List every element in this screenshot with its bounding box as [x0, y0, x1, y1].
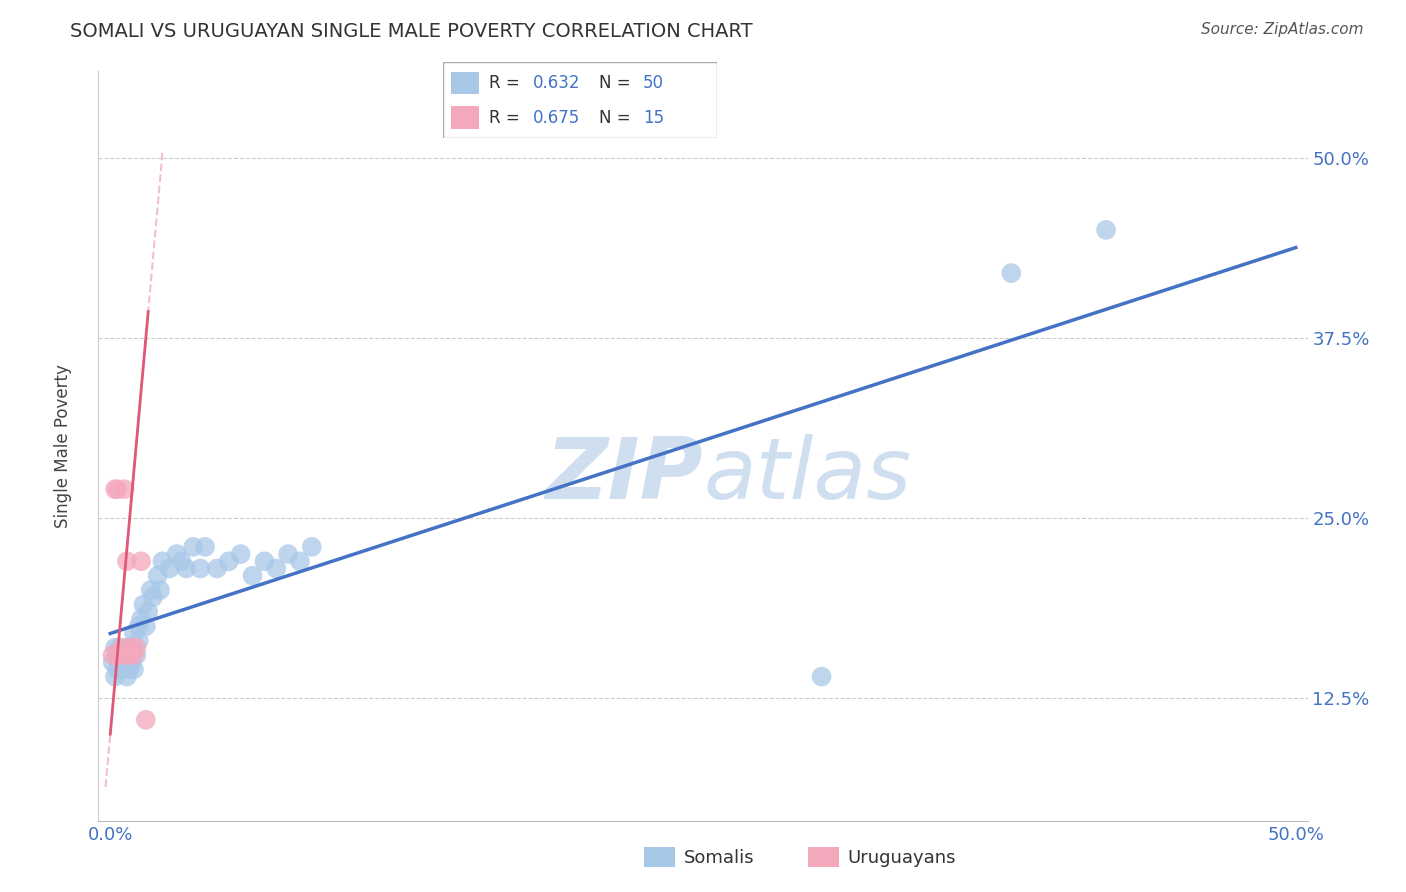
Point [114, 482, 136, 496]
Point [218, 554, 240, 568]
Point [146, 568, 169, 582]
Point [114, 648, 136, 662]
Point [114, 648, 136, 662]
Point [264, 561, 287, 575]
Text: R =: R = [489, 74, 526, 92]
Point [190, 561, 212, 575]
Text: N =: N = [599, 74, 636, 92]
FancyBboxPatch shape [443, 62, 717, 138]
Point [129, 554, 152, 568]
Point [128, 633, 150, 648]
Point [170, 554, 193, 568]
Text: Source: ZipAtlas.com: Source: ZipAtlas.com [1201, 22, 1364, 37]
Point [810, 669, 832, 683]
Text: Somalis: Somalis [683, 849, 754, 867]
Point [301, 540, 323, 554]
Point [253, 554, 276, 568]
Text: 0.632: 0.632 [533, 74, 581, 92]
Point [104, 669, 127, 683]
Point [121, 655, 143, 669]
Point [108, 640, 131, 655]
Text: atlas: atlas [703, 434, 911, 517]
Point [111, 662, 134, 676]
Point [128, 619, 150, 633]
Point [122, 662, 145, 676]
Point [229, 547, 252, 561]
Text: 0.675: 0.675 [533, 109, 581, 127]
Point [125, 648, 148, 662]
Point [242, 568, 264, 582]
Point [288, 554, 311, 568]
Point [136, 605, 159, 619]
FancyBboxPatch shape [451, 71, 478, 95]
Point [277, 547, 299, 561]
Text: N =: N = [599, 109, 636, 127]
Point [105, 648, 128, 662]
Point [142, 591, 165, 605]
Point [104, 482, 127, 496]
Point [111, 640, 134, 655]
Point [181, 540, 204, 554]
Point [105, 482, 128, 496]
Point [115, 669, 138, 683]
Point [108, 655, 131, 669]
Point [122, 640, 145, 655]
Point [108, 648, 131, 662]
Text: 50: 50 [643, 74, 664, 92]
Point [159, 561, 181, 575]
Text: ZIP: ZIP [546, 434, 703, 517]
Point [121, 640, 143, 655]
Point [118, 648, 141, 662]
Point [105, 662, 128, 676]
Point [115, 554, 138, 568]
Point [122, 648, 145, 662]
FancyBboxPatch shape [451, 106, 478, 129]
Point [115, 640, 138, 655]
Point [118, 648, 141, 662]
Point [118, 662, 141, 676]
Text: SOMALI VS URUGUAYAN SINGLE MALE POVERTY CORRELATION CHART: SOMALI VS URUGUAYAN SINGLE MALE POVERTY … [70, 22, 754, 41]
Point [125, 640, 148, 655]
Point [135, 619, 157, 633]
Point [105, 648, 128, 662]
Point [149, 583, 172, 598]
Point [114, 655, 136, 669]
Point [101, 648, 124, 662]
Point [129, 612, 152, 626]
Point [152, 554, 174, 568]
Point [135, 713, 157, 727]
Point [166, 547, 188, 561]
Point [111, 648, 134, 662]
Point [194, 540, 217, 554]
Point [101, 655, 124, 669]
Point [139, 583, 162, 598]
Point [132, 598, 155, 612]
Point [1095, 223, 1118, 237]
Text: Uruguayans: Uruguayans [846, 849, 956, 867]
Text: R =: R = [489, 109, 526, 127]
Text: Single Male Poverty: Single Male Poverty [55, 364, 72, 528]
Point [205, 561, 228, 575]
Text: 15: 15 [643, 109, 664, 127]
Point [1000, 266, 1022, 280]
Point [104, 640, 127, 655]
Point [122, 626, 145, 640]
Point [174, 561, 197, 575]
